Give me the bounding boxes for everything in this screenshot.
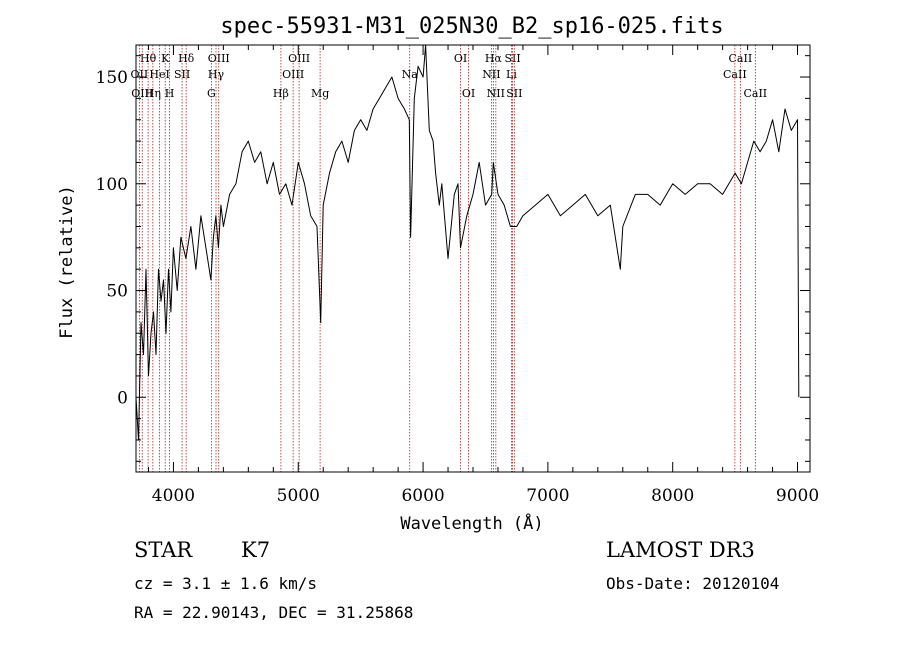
x-tick-label-4000: 4000 — [152, 486, 195, 506]
marker-label-9: OIII — [208, 52, 230, 65]
marker-label-7: SII — [174, 68, 190, 81]
marker-label-25: CaII — [729, 52, 753, 65]
marker-label-16: Na — [402, 68, 419, 81]
marker-label-6: Hδ — [178, 52, 195, 65]
marker-label-4: HeI — [149, 68, 169, 81]
marker-label-15: Mg — [311, 87, 329, 100]
marker-label-3: K — [161, 52, 170, 65]
marker-label-11: G — [207, 87, 216, 100]
x-tick-label-9000: 9000 — [776, 486, 819, 506]
spectrum-layer — [135, 44, 800, 441]
object-subclass: K7 — [241, 538, 271, 562]
survey-name: LAMOST DR3 — [606, 538, 755, 562]
coordinates-info: RA = 22.90143, DEC = 31.25868 — [134, 603, 414, 622]
tick-layer: 4000 5000 6000 7000 8000 9000 0 50 100 150 — [96, 45, 819, 506]
marker-label-24: SII — [506, 87, 522, 100]
marker-label-21: NII — [482, 68, 500, 81]
marker-label-5: Hη — [145, 87, 161, 100]
marker-label-10: Hγ — [208, 68, 225, 81]
spectrum-line — [135, 44, 800, 441]
x-axis-label: Wavelength (Å) — [400, 512, 543, 534]
y-tick-label-100: 100 — [96, 175, 128, 195]
marker-label-23: NII — [487, 87, 505, 100]
marker-label-26: CaII — [723, 68, 747, 81]
marker-label-19: Hα — [485, 52, 503, 65]
line-marker-layer: Hθ OII OIII K HeI Hη Hδ SII H OIII Hγ G OIII OIII Hβ Mg… — [131, 45, 767, 472]
marker-label-2: OIII — [131, 87, 153, 100]
marker-label-13: OIII — [282, 68, 304, 81]
redshift-info: cz = 3.1 ± 1.6 km/s — [134, 574, 318, 593]
x-tick-label-6000: 6000 — [401, 486, 444, 506]
plot-frame — [135, 44, 811, 473]
y-tick-label-50: 50 — [106, 282, 128, 302]
observation-date: Obs-Date: 20120104 — [606, 574, 780, 593]
marker-label-17: OI — [454, 52, 467, 65]
marker-label-12: OIII — [288, 52, 310, 65]
x-tick-label-7000: 7000 — [526, 486, 569, 506]
x-tick-label-5000: 5000 — [277, 486, 320, 506]
marker-label-20: SII — [504, 52, 520, 65]
object-class: STAR — [134, 538, 193, 562]
x-tick-label-8000: 8000 — [651, 486, 694, 506]
y-tick-label-0: 0 — [117, 388, 128, 408]
marker-label-14: Hβ — [273, 87, 289, 100]
chart-title: spec-55931-M31_025N30_B2_sp16-025.fits — [220, 14, 723, 39]
marker-label-27: CaII — [743, 87, 767, 100]
y-tick-label-150: 150 — [96, 68, 128, 88]
y-axis-label: Flux (relative) — [57, 185, 77, 339]
marker-label-18: OI — [462, 87, 475, 100]
marker-label-8: H — [165, 87, 175, 100]
marker-label-0: Hθ — [140, 52, 157, 65]
marker-label-1: OII — [131, 68, 149, 81]
marker-label-22: Li — [506, 68, 517, 81]
